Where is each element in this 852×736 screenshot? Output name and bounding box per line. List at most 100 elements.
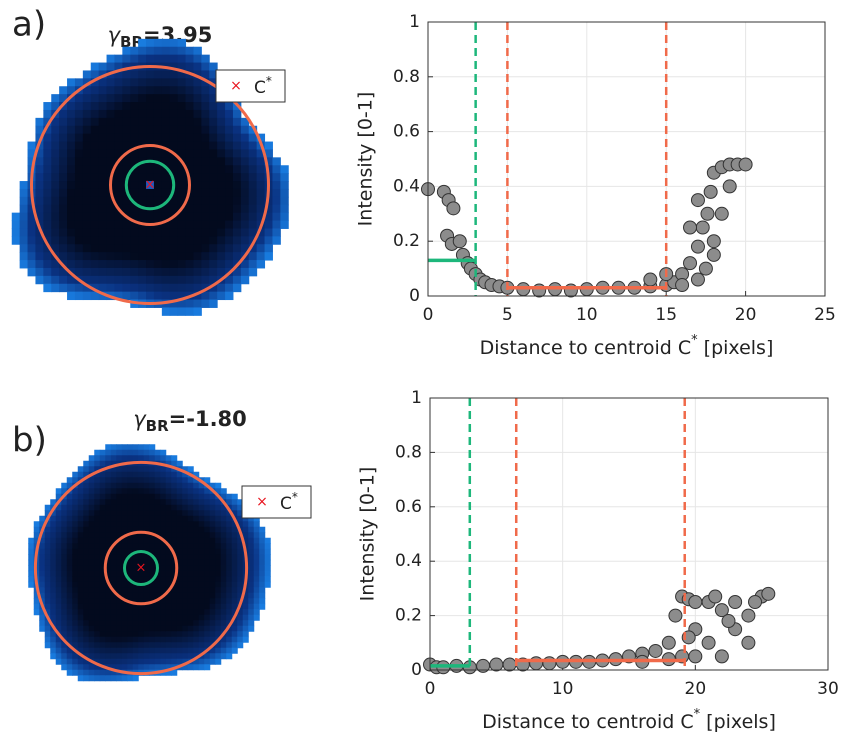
image-pixel [66, 526, 73, 533]
image-pixel [72, 576, 79, 583]
image-pixel [43, 102, 52, 111]
x-label-sup: * [691, 333, 698, 348]
image-pixel [209, 548, 216, 555]
image-pixel [237, 614, 244, 621]
image-pixel [264, 236, 273, 245]
image-pixel [209, 157, 218, 166]
image-pixel [217, 204, 226, 214]
image-pixel [122, 46, 131, 56]
image-pixel [98, 291, 108, 301]
image-pixel [169, 117, 179, 127]
image-pixel [209, 149, 218, 158]
image-pixel [204, 493, 211, 500]
data-point [643, 272, 658, 287]
image-pixel [171, 598, 178, 605]
image-pixel [35, 260, 44, 269]
image-pixel [138, 471, 145, 478]
image-pixel [72, 477, 79, 484]
image-pixel [187, 598, 194, 605]
image-pixel [39, 587, 46, 594]
image-pixel [138, 631, 145, 638]
image-pixel [99, 598, 106, 605]
image-pixel [114, 252, 123, 261]
image-pixel [201, 181, 210, 190]
image-pixel [28, 554, 35, 561]
image-pixel [259, 548, 266, 555]
image-pixel [198, 548, 205, 555]
image-pixel [154, 664, 161, 671]
image-pixel [154, 548, 161, 555]
image-pixel [248, 581, 255, 588]
image-pixel [185, 307, 194, 316]
image-pixel [122, 109, 131, 119]
image-pixel [127, 526, 134, 533]
image-pixel [149, 653, 156, 660]
image-pixel [225, 196, 234, 206]
image-pixel [127, 510, 134, 517]
image-pixel [209, 283, 218, 293]
image-pixel [253, 532, 260, 539]
image-pixel [77, 603, 84, 610]
image-pixel [201, 165, 210, 174]
image-pixel [193, 62, 202, 71]
image-pixel [61, 631, 68, 638]
image-pixel [99, 609, 106, 616]
image-pixel [28, 565, 35, 572]
image-pixel [182, 653, 189, 660]
image-pixel [215, 482, 222, 489]
image-pixel [209, 236, 218, 245]
image-pixel [116, 526, 123, 533]
image-pixel [176, 477, 183, 484]
image-pixel [132, 515, 139, 522]
image-pixel [98, 165, 108, 174]
image-pixel [248, 204, 258, 214]
image-pixel [61, 521, 68, 528]
image-pixel [209, 603, 216, 610]
image-pixel [165, 471, 172, 478]
image-pixel [105, 631, 112, 638]
image-pixel [171, 653, 178, 660]
image-pixel [82, 283, 92, 293]
image-pixel [198, 592, 205, 599]
image-pixel [55, 526, 62, 533]
image-pixel [248, 554, 255, 561]
image-pixel [132, 499, 139, 506]
image-pixel [201, 133, 210, 143]
image-pixel [198, 664, 205, 671]
image-pixel [132, 642, 139, 649]
image-pixel [182, 515, 189, 522]
image-pixel [130, 165, 139, 174]
image-pixel [83, 526, 90, 533]
image-pixel [114, 196, 123, 206]
image-pixel [237, 620, 244, 627]
image-pixel [160, 642, 167, 649]
plot-frame [429, 397, 829, 671]
image-pixel [19, 228, 29, 237]
image-pixel [248, 173, 258, 182]
image-pixel [161, 102, 171, 111]
image-pixel [169, 188, 179, 198]
image-pixel [90, 165, 100, 174]
image-pixel [61, 488, 68, 495]
image-pixel [232, 133, 242, 143]
image-pixel [122, 291, 131, 301]
image-pixel [187, 609, 194, 616]
image-pixel [110, 499, 117, 506]
image-pixel [161, 212, 171, 222]
y-tick-label: 0.6 [395, 497, 422, 517]
image-pixel [94, 455, 101, 462]
image-pixel [149, 526, 156, 533]
image-pixel [215, 587, 222, 594]
image-pixel [165, 631, 172, 638]
image-pixel [66, 570, 73, 577]
image-pixel [187, 614, 194, 621]
image-pixel [105, 559, 112, 566]
y-tick-label: 0.4 [393, 176, 420, 196]
image-pixel [90, 260, 100, 269]
image-pixel [193, 78, 202, 87]
image-pixel [153, 117, 163, 127]
image-pixel [237, 642, 244, 649]
image-pixel [248, 267, 258, 277]
image-pixel [50, 642, 57, 649]
image-pixel [226, 554, 233, 561]
